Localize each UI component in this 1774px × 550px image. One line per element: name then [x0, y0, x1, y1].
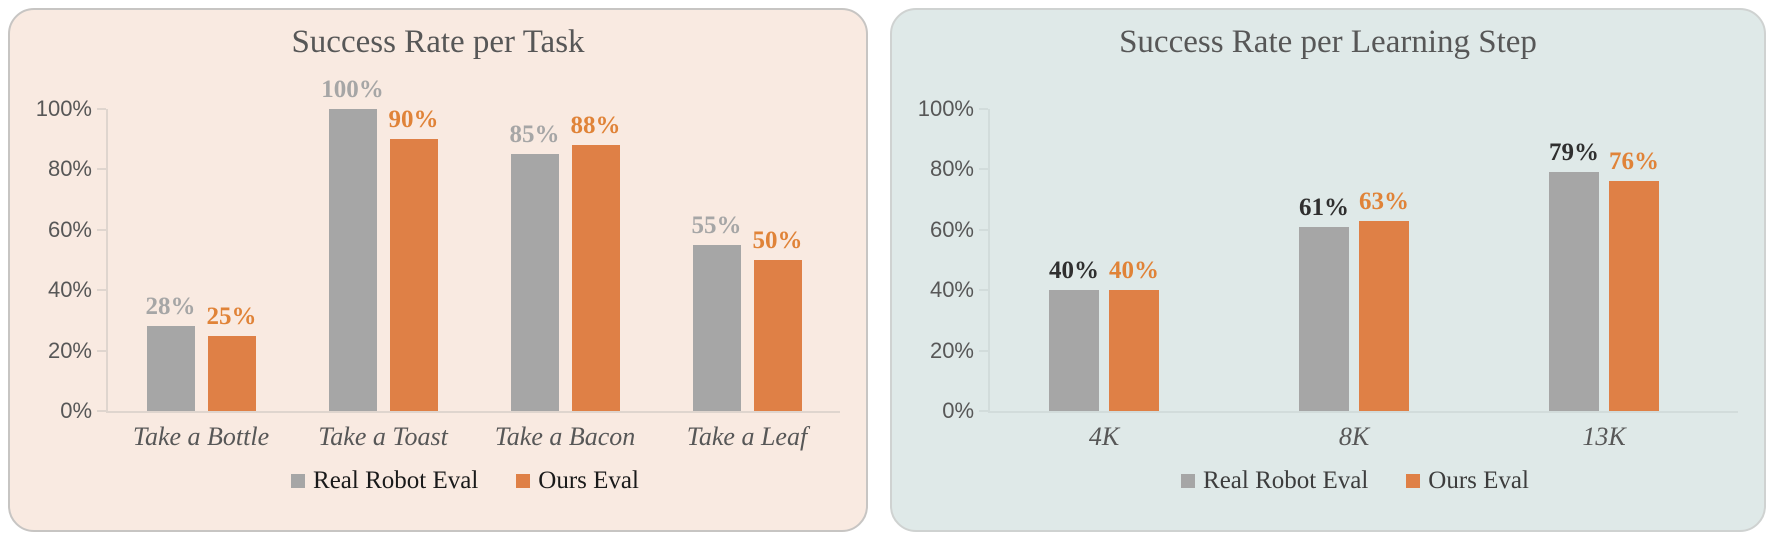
bar-group: 40% 40% — [1048, 109, 1160, 411]
bar-ours-eval: 88% — [571, 112, 621, 411]
legend-item: Ours Eval — [1406, 467, 1529, 495]
legend-label: Real Robot Eval — [313, 467, 479, 494]
bar-value-label: 76% — [1609, 148, 1659, 176]
legend-swatch — [291, 474, 306, 488]
y-tick-label: 40% — [47, 277, 92, 303]
bar-group: 100% 90% — [321, 76, 444, 411]
x-category-label: 8K — [1338, 422, 1370, 451]
learning-step-chart-plot-row: 100% 80% 60% 40% 20% 0% 40% 40% 61% 63% 79% 76% — [912, 96, 1738, 423]
x-category-label: 13K — [1582, 422, 1626, 451]
y-tick-mark — [97, 410, 106, 412]
x-category-label: Take a Bottle — [132, 422, 270, 451]
learning-step-chart-panel: Success Rate per Learning Step 100% 80% 60… — [890, 8, 1766, 532]
bar-value-label: 40% — [1109, 257, 1159, 285]
y-tick-mark — [979, 289, 988, 292]
y-tick-label: 40% — [929, 277, 974, 303]
y-axis: 100% 80% 60% 40% 20% 0% — [30, 96, 106, 423]
bar-groups: 28% 25% 100% 90% 85% 88% 55% 50% — [108, 76, 840, 411]
bar-value-label: 100% — [321, 76, 384, 103]
legend: Real Robot Eval Ours Eval — [972, 467, 1738, 495]
bar-group: 55% 50% — [686, 109, 808, 411]
bar-real-robot-eval: 28% — [146, 293, 196, 411]
learning-step-chart: 100% 80% 60% 40% 20% 0% 40% 40% 61% 63% 79% 76% 4K… — [892, 96, 1764, 495]
y-tick-label: 0% — [942, 398, 974, 423]
x-axis-labels: 4K 8K 13K — [990, 422, 1738, 452]
bar-ours-eval: 63% — [1359, 188, 1409, 411]
bar-value-label: 63% — [1359, 187, 1409, 215]
bar-value-label: 40% — [1049, 257, 1099, 285]
y-tick-label: 80% — [47, 156, 92, 182]
bar-real-robot-eval: 85% — [510, 121, 560, 411]
task-chart-title: Success Rate per Task — [291, 24, 585, 60]
y-tick-mark — [979, 410, 988, 412]
y-tick-mark — [97, 289, 106, 292]
bar-ours-eval: 90% — [389, 106, 439, 411]
x-category-label: 4K — [1088, 422, 1120, 451]
task-chart-panel: Success Rate per Task 100% 80% 60% 40% 20% 0%… — [8, 8, 868, 532]
bar-real-robot-eval: 40% — [1049, 257, 1099, 411]
y-tick-mark — [97, 349, 106, 352]
bar-value-label: 55% — [691, 211, 742, 239]
bar-group: 79% 76% — [1548, 109, 1660, 411]
bar-value-label: 79% — [1549, 139, 1599, 167]
y-tick-label: 20% — [929, 337, 974, 363]
bar-value-label: 61% — [1299, 193, 1349, 221]
legend-swatch — [1406, 474, 1421, 488]
bar-value-label: 25% — [206, 302, 257, 330]
bar-value-label: 50% — [752, 227, 803, 254]
x-category-label: Take a Leaf — [686, 422, 808, 451]
x-axis-labels: Take a Bottle Take a Toast Take a Bacon Tak… — [108, 422, 840, 452]
bar-ours-eval: 50% — [753, 227, 803, 411]
legend-swatch — [516, 474, 531, 488]
y-tick-mark — [97, 228, 106, 231]
y-tick-label: 100% — [917, 96, 974, 121]
y-tick-mark — [979, 228, 988, 231]
legend-item: Real Robot Eval — [291, 467, 478, 495]
bar-group: 85% 88% — [504, 109, 626, 411]
bar-group: 28% 25% — [140, 109, 262, 411]
legend-label: Real Robot Eval — [1203, 467, 1369, 494]
bar-value-label: 88% — [570, 112, 621, 140]
bar-groups: 40% 40% 61% 63% 79% 76% — [990, 109, 1738, 411]
bar-real-robot-eval: 100% — [321, 76, 384, 411]
bar-value-label: 85% — [509, 121, 560, 149]
y-tick-label: 60% — [929, 216, 974, 242]
bar-real-robot-eval: 79% — [1549, 139, 1599, 411]
learning-step-chart-title: Success Rate per Learning Step — [1119, 24, 1537, 60]
y-tick-mark — [97, 108, 106, 110]
y-tick-mark — [979, 168, 988, 171]
plot-area: 28% 25% 100% 90% 85% 88% 55% 50% — [97, 76, 840, 413]
legend-label: Ours Eval — [538, 467, 639, 494]
bar-group: 61% 63% — [1298, 109, 1410, 411]
bar-ours-eval: 76% — [1609, 148, 1659, 411]
y-tick-mark — [979, 349, 988, 352]
y-tick-label: 60% — [47, 216, 92, 242]
legend-swatch — [1181, 474, 1196, 488]
y-tick-label: 0% — [60, 398, 92, 423]
y-tick-label: 100% — [35, 96, 92, 121]
bar-ours-eval: 40% — [1109, 257, 1159, 411]
bar-value-label: 90% — [388, 106, 439, 134]
plot-area: 40% 40% 61% 63% 79% 76% — [979, 108, 1738, 413]
legend-item: Real Robot Eval — [1181, 467, 1368, 495]
bar-value-label: 28% — [145, 293, 196, 321]
y-tick-label: 20% — [47, 337, 92, 363]
legend-label: Ours Eval — [1428, 467, 1529, 494]
x-category-label: Take a Bacon — [494, 422, 636, 451]
task-chart: 100% 80% 60% 40% 20% 0% 28% 25% 100% 90% 85% 88% 55… — [10, 76, 866, 495]
bar-real-robot-eval: 61% — [1299, 194, 1349, 411]
y-axis: 100% 80% 60% 40% 20% 0% — [912, 96, 988, 423]
y-tick-label: 80% — [929, 156, 974, 182]
legend: Real Robot Eval Ours Eval — [90, 467, 840, 495]
task-chart-plot-row: 100% 80% 60% 40% 20% 0% 28% 25% 100% 90% 85% 88% 55… — [30, 76, 840, 423]
bar-ours-eval: 25% — [207, 303, 257, 411]
legend-item: Ours Eval — [516, 467, 639, 495]
y-tick-mark — [979, 108, 988, 110]
bar-real-robot-eval: 55% — [692, 212, 742, 411]
y-tick-mark — [97, 168, 106, 171]
x-category-label: Take a Toast — [318, 422, 448, 451]
